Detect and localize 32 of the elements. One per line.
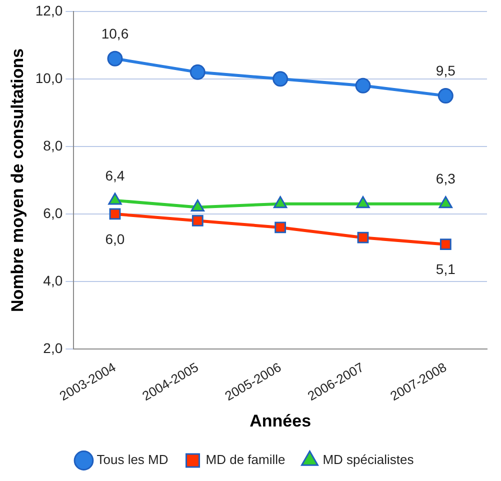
data-label: 6,4 [105,167,125,184]
point [357,232,369,244]
y-tick-label: 8,0 [43,137,63,154]
point [190,199,204,212]
y-axis-title: Nombre moyen de consultations [8,48,27,312]
y-tick-label: 12,0 [35,2,63,18]
point [190,64,206,80]
data-label: 9,5 [436,62,456,79]
y-tick-label: 2,0 [43,340,63,356]
data-label: 6,3 [436,170,456,187]
point [192,215,204,226]
y-tick-label: 10,0 [35,70,63,86]
point [356,196,370,208]
legend-label: Tous les MD [96,452,168,468]
point [355,78,371,94]
point [109,208,121,220]
point [274,196,288,208]
point [438,88,454,104]
point [274,222,286,234]
data-label: 5,1 [436,261,456,278]
data-label: 10,6 [101,26,129,42]
point [107,50,123,66]
point [438,196,452,208]
data-label: 6,0 [105,230,125,247]
point [108,192,122,205]
x-axis-title: Années [250,411,312,430]
legend-label: MD de famille [206,452,286,468]
y-tick-label: 4,0 [43,272,63,288]
legend-label: MD spécialistes [322,452,414,468]
point [440,238,452,250]
point [272,71,288,87]
y-tick-label: 6,0 [43,204,63,221]
